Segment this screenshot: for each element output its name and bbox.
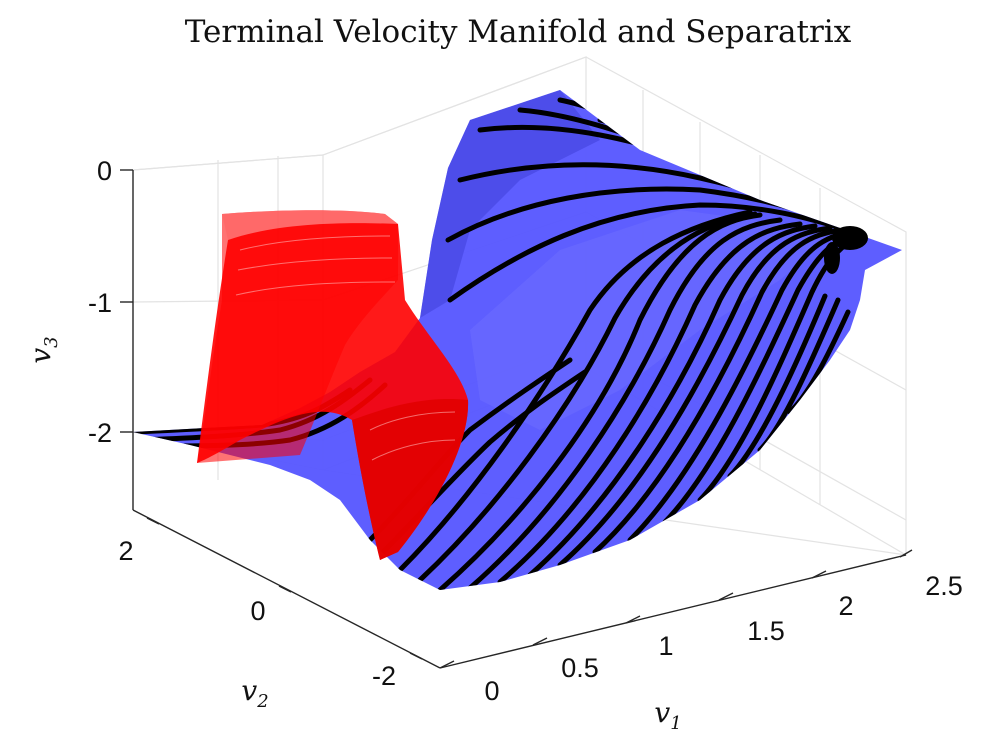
separatrix-surface [197,210,469,560]
axis-label-y: v2 [241,674,268,712]
chart-title: Terminal Velocity Manifold and Separatri… [185,14,852,50]
trajectory [497,221,803,585]
z-tick-m2: -2 [88,418,112,448]
attractor-tail [824,242,840,274]
trajectory [447,202,851,303]
separatrix-top-rim [222,210,398,240]
trajectory [627,229,851,543]
trajectory [592,227,843,555]
trajectory [397,209,753,573]
x-tick-2: 2 [838,591,853,621]
axis-label-z: v3 [24,336,62,363]
trajectory [527,223,818,578]
trajectory [697,233,863,503]
trajectory [557,225,833,568]
z-tick-0: 0 [97,156,112,186]
trajectory [727,293,828,479]
y-tick-labels: 2 0 -2 [118,536,396,691]
z-tick-m1: -1 [88,288,112,318]
separatrix-fold [352,399,469,560]
attractor-knot [832,226,868,250]
tick-marks [120,169,913,669]
y-tick-2: 2 [118,536,133,566]
x-axis-label: v1 [654,696,681,734]
manifold-shade-ridge [420,90,600,318]
x-tick-labels: 0 0.5 1 1.5 2 2.5 [484,571,962,706]
trajectory [437,212,763,590]
z-axis-label: v3 [24,336,62,363]
trajectory [467,217,783,590]
separatrix-streaks [235,235,456,461]
x-tick-0-5: 0.5 [561,653,599,683]
axis-label-x: v1 [654,696,681,734]
manifold-shade-valley [470,210,840,430]
x-tick-1: 1 [658,631,673,661]
trajectory [417,211,758,583]
y-axis-label: v2 [241,674,268,712]
y-tick-m2: -2 [372,661,396,691]
left-wall-frame [132,154,324,171]
x-tick-2-5: 2.5 [925,571,963,601]
x-tick-0: 0 [484,676,499,706]
x-axis-line [439,554,907,669]
z-tick-labels: 0 -1 -2 [88,156,112,448]
y-tick-0: 0 [250,596,265,626]
x-tick-1-5: 1.5 [747,616,785,646]
